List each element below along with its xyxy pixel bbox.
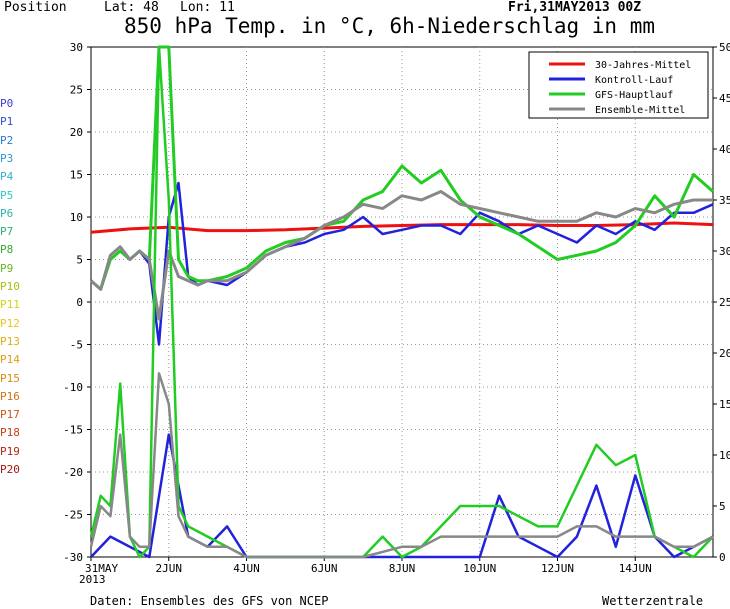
- left-tick-label: 15: [70, 169, 83, 182]
- x-tick-label: 31MAY: [85, 562, 118, 575]
- member-label-p18: P18: [0, 426, 20, 440]
- member-label-p10: P10: [0, 280, 20, 293]
- member-label-p11: P11: [0, 298, 20, 312]
- latitude-label: Lat: 48: [104, 0, 159, 15]
- member-label-p12: P12: [0, 316, 20, 330]
- left-tick-label: -30: [63, 551, 83, 564]
- x-tick-label: 8JUN: [389, 562, 416, 575]
- member-label-p15: P15: [0, 371, 20, 385]
- member-label-p6: P6: [0, 206, 14, 220]
- member-label-p3: P3: [0, 151, 14, 165]
- left-tick-label: -5: [70, 339, 83, 352]
- left-tick-label: 10: [70, 211, 83, 224]
- member-label-p20: P20: [0, 463, 20, 476]
- member-label-p0: P0: [0, 97, 14, 110]
- x-tick-label: 4JUN: [233, 562, 260, 575]
- left-tick-label: 20: [70, 126, 83, 139]
- left-tick-label: -15: [63, 424, 83, 437]
- position-label: Position: [4, 0, 67, 15]
- right-tick-label: 25: [719, 296, 730, 309]
- right-tick-label: 5: [719, 500, 726, 513]
- series-line-2: [90, 45, 714, 291]
- x-tick-label: 2JUN: [156, 562, 183, 575]
- series-line-3: [90, 190, 713, 321]
- x-tick-label: 14JUN: [619, 562, 652, 575]
- legend-label: 30-Jahres-Mittel: [595, 60, 691, 71]
- member-label-p4: P4: [0, 170, 14, 184]
- x-tick-label: 10JUN: [463, 562, 496, 575]
- member-label-p19: P19: [0, 444, 20, 458]
- x-year-label: 2013: [79, 573, 106, 586]
- series-line-5: [89, 45, 714, 559]
- right-tick-label: 15: [719, 398, 730, 411]
- left-tick-label: 25: [70, 84, 83, 97]
- left-tick-label: 0: [76, 296, 83, 309]
- right-tick-label: 0: [719, 551, 726, 564]
- left-tick-label: 30: [70, 41, 83, 54]
- right-tick-label: 20: [719, 347, 730, 360]
- right-tick-label: 35: [719, 194, 730, 207]
- left-tick-label: -25: [63, 509, 83, 522]
- chart-title: 850 hPa Temp. in °C, 6h-Niederschlag in …: [124, 14, 656, 38]
- right-tick-label: 45: [719, 92, 730, 105]
- right-tick-label: 10: [719, 449, 730, 462]
- right-tick-label: 40: [719, 143, 730, 156]
- member-label-p13: P13: [0, 334, 20, 348]
- member-label-p5: P5: [0, 188, 14, 202]
- left-tick-label: -20: [63, 466, 83, 479]
- series-line-6: [89, 372, 714, 559]
- member-label-p8: P8: [0, 243, 14, 257]
- right-tick-label: 30: [719, 245, 730, 258]
- x-tick-label: 12JUN: [541, 562, 574, 575]
- member-label-p17: P17: [0, 408, 20, 422]
- member-label-p16: P16: [0, 389, 20, 403]
- run-date: Fri,31MAY2013 00Z: [508, 0, 642, 15]
- legend-label: Kontroll-Lauf: [595, 75, 673, 86]
- longitude-label: Lon: 11: [180, 0, 235, 15]
- left-tick-label: 5: [76, 254, 83, 267]
- legend-label: GFS-Hauptlauf: [595, 90, 673, 101]
- series-line-1: [90, 181, 714, 346]
- member-label-p2: P2: [0, 133, 14, 147]
- member-label-p1: P1: [0, 115, 14, 129]
- left-tick-label: -10: [63, 381, 83, 394]
- member-label-p9: P9: [0, 261, 14, 275]
- member-label-p7: P7: [0, 225, 14, 239]
- member-label-p14: P14: [0, 353, 20, 367]
- legend-label: Ensemble-Mittel: [595, 105, 685, 116]
- data-source: Daten: Ensembles des GFS von NCEP: [90, 594, 329, 608]
- x-tick-label: 6JUN: [311, 562, 338, 575]
- brand-label: Wetterzentrale: [602, 594, 704, 608]
- series-line-0: [90, 221, 714, 234]
- right-tick-label: 50: [719, 41, 730, 54]
